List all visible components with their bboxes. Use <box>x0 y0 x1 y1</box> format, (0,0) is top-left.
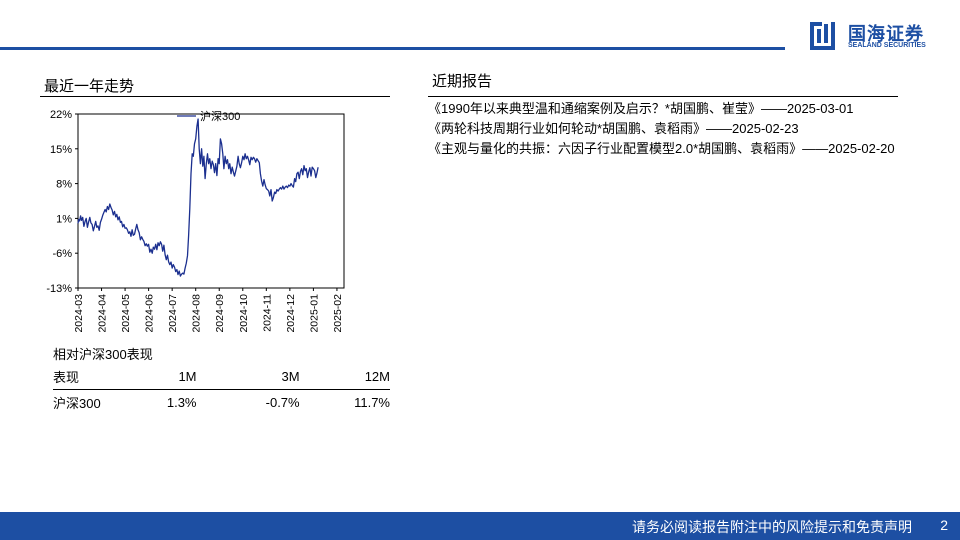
index-trend-chart: 22% 15% 8% 1% -6% -13%2024-03 2024-04 2024-05 20… <box>46 109 345 333</box>
disclaimer-text: 请务必阅读报告附注中的风险提示和免责声明 <box>632 519 912 535</box>
performance-header-row: 表现 1M 3M 12M <box>53 364 390 390</box>
y-tick-label: -13% <box>46 283 72 295</box>
x-tick-label: 2024-10 <box>238 294 250 333</box>
sealand-logo-icon <box>810 22 835 50</box>
company-logo: 国海证券 SEALAND SECURITIES <box>808 20 948 54</box>
table-row: 沪深300 1.3% -0.7% 11.7% <box>53 390 390 416</box>
reports-title-rule <box>428 96 898 97</box>
trend-title-rule <box>40 96 390 97</box>
legend-label: 沪深300 <box>200 109 240 123</box>
x-tick-label: 2024-09 <box>214 294 226 333</box>
header-cell: 3M <box>196 364 300 390</box>
reports-section-title: 近期报告 <box>432 73 493 90</box>
y-tick-label: 15% <box>50 144 72 156</box>
x-tick-label: 2024-11 <box>261 294 273 332</box>
x-tick-label: 2024-12 <box>285 294 297 333</box>
x-tick-label: 2025-02 <box>332 294 344 333</box>
value-cell: 1.3% <box>166 395 197 410</box>
page-number: 2 <box>940 517 948 533</box>
logo-english-name: SEALAND SECURITIES <box>848 42 926 49</box>
header-rule <box>0 47 785 50</box>
y-tick-label: -6% <box>52 248 72 260</box>
performance-caption: 相对沪深300表现 <box>53 347 153 362</box>
header-cell: 12M <box>299 364 390 390</box>
trend-section-title: 最近一年走势 <box>44 78 135 95</box>
header-cell: 表现 <box>53 364 149 390</box>
x-tick-label: 2024-07 <box>167 294 179 333</box>
x-tick-label: 2024-05 <box>120 294 132 333</box>
x-tick-label: 2024-03 <box>73 294 85 333</box>
report-link[interactable]: 《主观与量化的共振：六因子行业配置模型2.0*胡国鹏、袁稻雨》——2025-02… <box>428 141 895 156</box>
x-tick-label: 2024-06 <box>144 294 156 333</box>
y-tick-label: 1% <box>56 213 72 225</box>
row-label: 沪深300 <box>53 396 101 411</box>
header-cell: 1M <box>148 364 197 390</box>
value-cell: -0.7% <box>265 395 300 410</box>
report-link[interactable]: 《两轮科技周期行业如何轮动*胡国鹏、袁稻雨》——2025-02-23 <box>428 121 799 136</box>
y-tick-label: 22% <box>50 109 72 121</box>
x-tick-label: 2024-08 <box>191 294 203 333</box>
plot-frame <box>77 113 345 289</box>
report-link[interactable]: 《1990年以来典型温和通缩案例及启示？*胡国鹏、崔莹》——2025-03-01 <box>428 101 854 116</box>
y-tick-label: 8% <box>56 179 72 191</box>
footer-bar: 请务必阅读报告附注中的风险提示和免责声明 2 <box>0 512 960 540</box>
logo-chinese-name: 国海证券 <box>848 24 924 44</box>
report-list: 《1990年以来典型温和通缩案例及启示？*胡国鹏、崔莹》——2025-03-01… <box>428 100 898 160</box>
value-cell: 11.7% <box>354 395 390 410</box>
performance-table: 表现 1M 3M 12M 沪深300 1.3% -0.7% 11.7% <box>53 364 390 415</box>
x-tick-label: 2024-04 <box>97 294 109 333</box>
series-line-沪深300 <box>77 118 319 277</box>
x-tick-label: 2025-01 <box>308 294 320 333</box>
